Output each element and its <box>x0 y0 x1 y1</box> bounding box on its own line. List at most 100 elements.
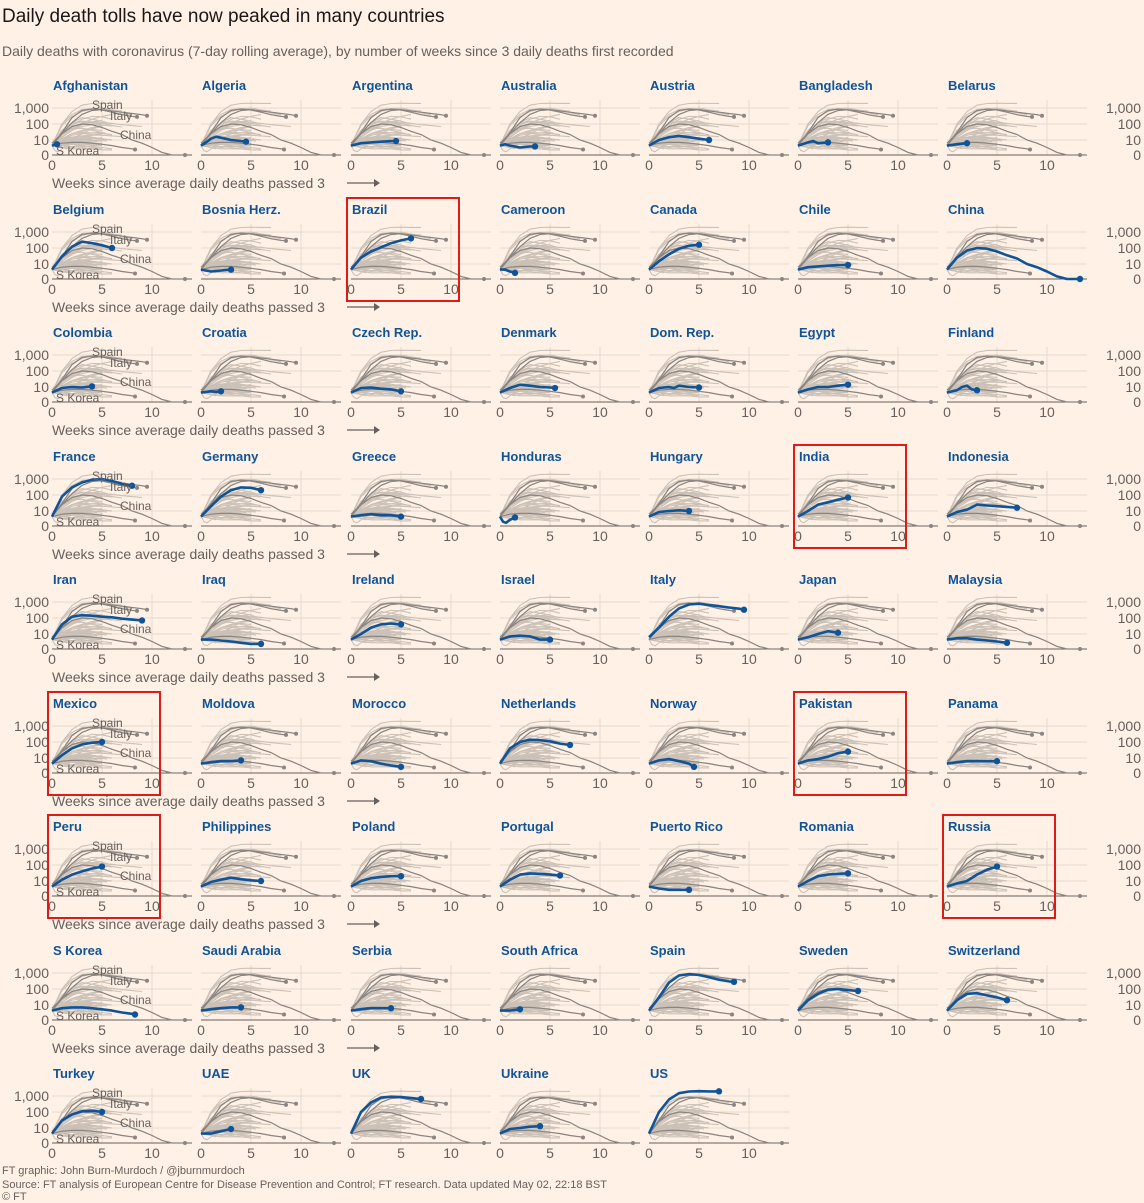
x-tick-label: 0 <box>197 528 205 544</box>
country-end-dot <box>393 138 399 144</box>
reference-end-dot <box>583 980 587 984</box>
reference-end-dot <box>332 153 336 157</box>
country-label: Canada <box>650 202 698 217</box>
x-tick-label: 10 <box>144 651 160 667</box>
reference-end-dot <box>1028 766 1032 770</box>
x-tick-label: 10 <box>1039 404 1055 420</box>
y-tick-label: 100 <box>1118 610 1142 626</box>
country-end-dot <box>964 140 970 146</box>
reference-end-dot <box>593 979 597 983</box>
x-tick-label: 5 <box>844 528 852 544</box>
reference-end-dot <box>133 272 137 276</box>
y-tick-label: 0 <box>1133 271 1141 287</box>
country-end-dot <box>845 870 851 876</box>
country-end-dot <box>228 266 234 272</box>
x-tick-label: 10 <box>890 404 906 420</box>
x-tick-label: 10 <box>592 157 608 173</box>
reference-end-dot <box>432 889 436 893</box>
x-tick-label: 0 <box>794 281 802 297</box>
y-tick-label: 1,000 <box>14 841 49 857</box>
reference-end-dot <box>332 524 336 528</box>
reference-end-dot <box>1030 239 1034 243</box>
reference-end-dot <box>444 1102 448 1106</box>
reference-end-dot <box>1078 1018 1082 1022</box>
reference-label: S Korea <box>56 1132 100 1146</box>
reference-end-dot <box>432 1013 436 1017</box>
x-tick-label: 10 <box>443 898 459 914</box>
reference-end-dot <box>879 272 883 276</box>
y-tick-label: 100 <box>1118 857 1142 873</box>
reference-end-dot <box>881 609 885 613</box>
x-tick-label: 0 <box>794 1022 802 1038</box>
reference-end-dot <box>581 889 585 893</box>
x-tick-label: 5 <box>397 1145 405 1161</box>
reference-end-dot <box>742 238 746 242</box>
reference-end-dot <box>730 1013 734 1017</box>
x-tick-label: 5 <box>695 1022 703 1038</box>
reference-end-dot <box>879 766 883 770</box>
reference-end-dot <box>432 642 436 646</box>
reference-end-dot <box>284 609 288 613</box>
country-label: Spain <box>650 943 685 958</box>
reference-label: Italy <box>110 109 132 123</box>
x-tick-label: 5 <box>695 404 703 420</box>
x-tick-label: 10 <box>443 281 459 297</box>
country-end-dot <box>258 641 264 647</box>
reference-end-dot <box>780 400 784 404</box>
reference-end-dot <box>145 608 149 612</box>
x-tick-label: 10 <box>592 775 608 791</box>
reference-end-dot <box>780 153 784 157</box>
country-label: Honduras <box>501 449 562 464</box>
x-tick-label: 5 <box>695 651 703 667</box>
x-tick-label: 0 <box>794 651 802 667</box>
country-line <box>351 1008 391 1010</box>
reference-end-dot <box>929 647 933 651</box>
x-tick-label: 5 <box>247 1022 255 1038</box>
x-tick-label: 10 <box>741 898 757 914</box>
x-tick-label: 5 <box>993 775 1001 791</box>
reference-end-dot <box>780 894 784 898</box>
y-tick-label: 10 <box>33 256 49 272</box>
reference-end-dot <box>332 894 336 898</box>
y-tick-label: 1,000 <box>14 471 49 487</box>
reference-label: China <box>120 375 152 389</box>
country-label: Romania <box>799 819 855 834</box>
country-label: Australia <box>501 78 557 93</box>
y-tick-label: 0 <box>41 641 49 657</box>
x-tick-label: 10 <box>890 1022 906 1038</box>
x-tick-label: 0 <box>347 157 355 173</box>
x-axis-arrowhead <box>374 303 380 311</box>
reference-end-dot <box>434 609 438 613</box>
x-tick-label: 5 <box>397 1022 405 1038</box>
reference-end-dot <box>444 608 448 612</box>
reference-end-dot <box>183 153 187 157</box>
y-tick-label: 0 <box>41 1135 49 1151</box>
reference-end-dot <box>432 395 436 399</box>
reference-end-dot <box>284 1103 288 1107</box>
reference-label: S Korea <box>56 1009 100 1023</box>
country-end-dot <box>99 739 105 745</box>
country-label: Mexico <box>53 696 97 711</box>
x-tick-label: 0 <box>794 404 802 420</box>
reference-end-dot <box>133 642 137 646</box>
reference-end-dot <box>583 856 587 860</box>
reference-end-dot <box>145 114 149 118</box>
reference-end-dot <box>183 894 187 898</box>
country-end-dot <box>398 388 404 394</box>
reference-end-dot <box>631 647 635 651</box>
reference-end-dot <box>133 148 137 152</box>
x-tick-label: 0 <box>794 898 802 914</box>
reference-end-dot <box>1028 148 1032 152</box>
reference-end-dot <box>145 732 149 736</box>
x-tick-label: 0 <box>197 281 205 297</box>
reference-label: Italy <box>110 233 132 247</box>
x-tick-label: 5 <box>993 157 1001 173</box>
reference-end-dot <box>732 733 736 737</box>
